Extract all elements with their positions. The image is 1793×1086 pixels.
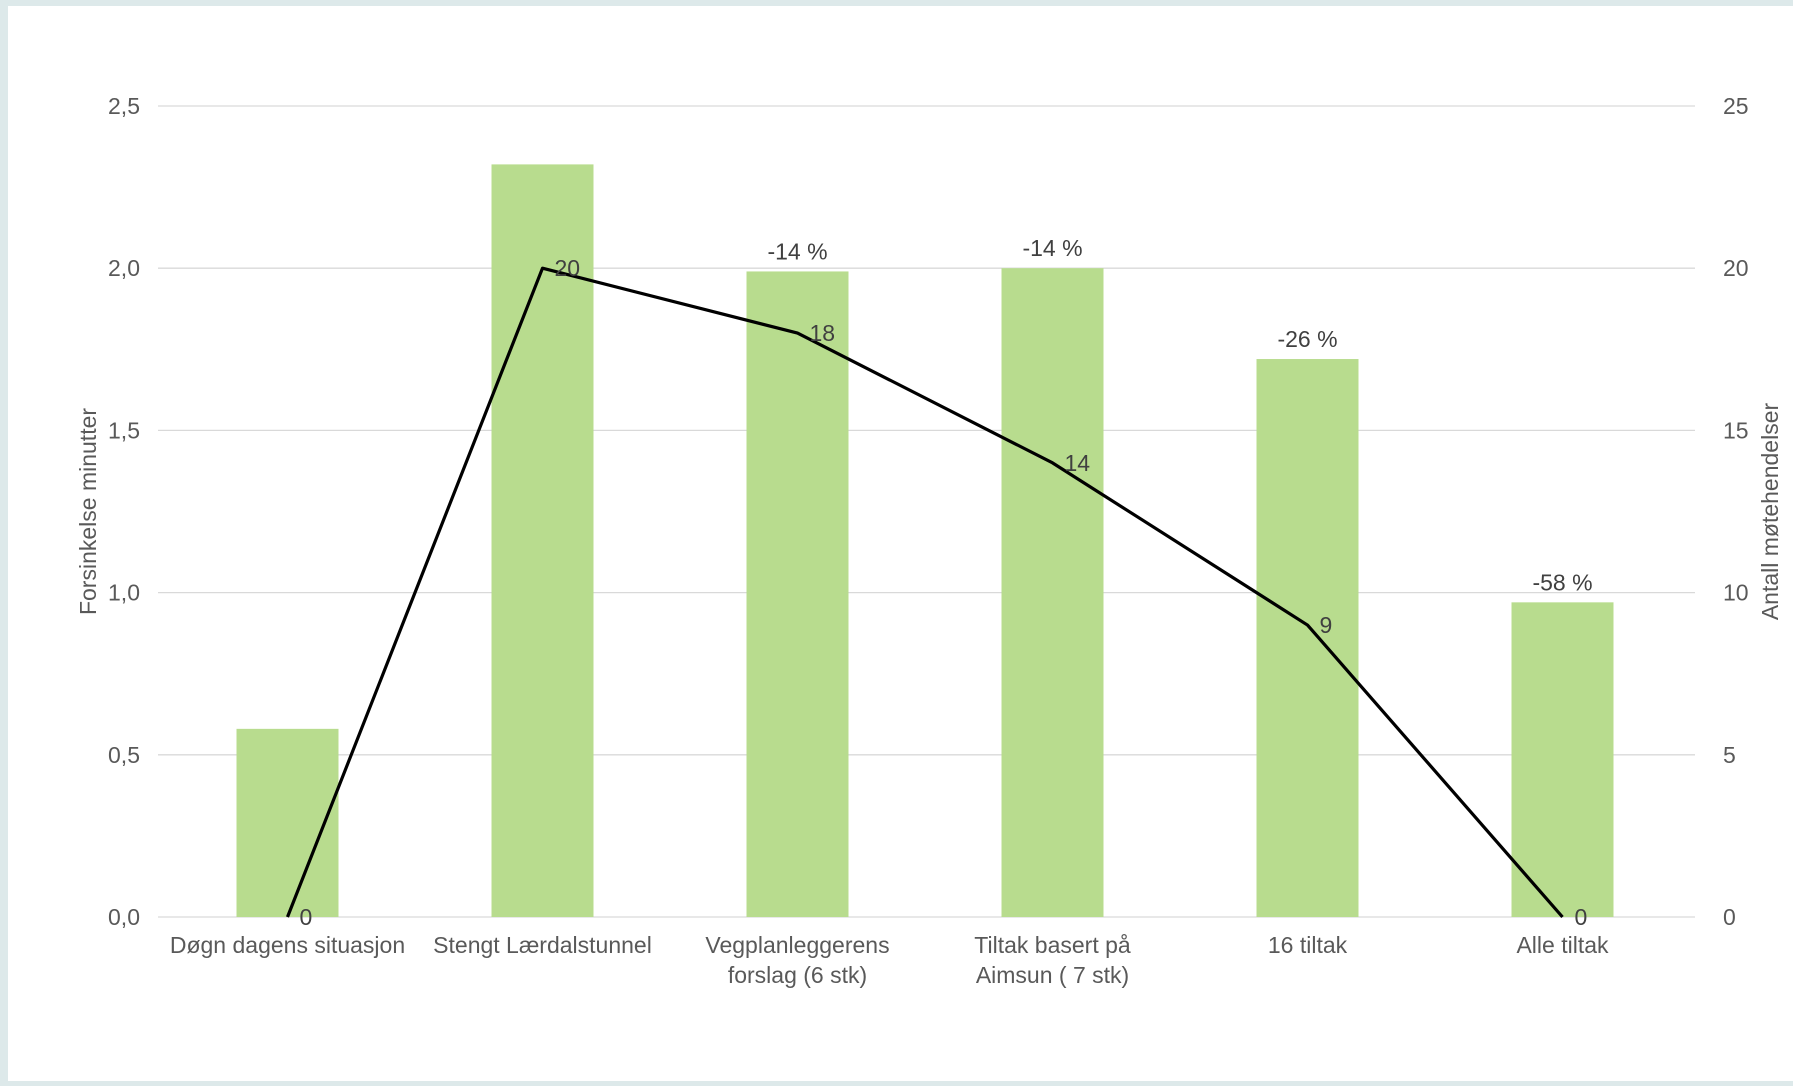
line-data-label: 0	[1575, 904, 1588, 930]
category-label: Stengt Lærdalstunnel	[433, 932, 652, 958]
category-label: Døgn dagens situasjon	[170, 932, 405, 958]
line-series-path	[286, 266, 1564, 919]
gridlines	[158, 105, 1695, 918]
line-data-label: 9	[1320, 612, 1333, 638]
left-tick-label: 1,5	[108, 417, 140, 443]
bar	[746, 271, 849, 918]
right-tick-label: 25	[1723, 93, 1749, 119]
category-label: forslag (6 stk)	[728, 962, 867, 988]
bar	[236, 728, 339, 917]
line-series	[286, 266, 1564, 919]
left-tick-label: 0,5	[108, 742, 140, 768]
line-data-label: 0	[300, 904, 313, 930]
category-label: Vegplanleggerens	[705, 932, 889, 958]
axes: 0,0 0 0,5 5 1,0 10 1,5 15 2,0 20 2,5 25 Forsinkelse …	[75, 93, 1783, 988]
line-data-label: 20	[555, 255, 581, 281]
data-labels: -14 % -14 % -26 % -58 % 0 20 18 14 9 0	[300, 235, 1593, 930]
category-label: Aimsun ( 7 stk)	[976, 962, 1129, 988]
bar-data-label: -14 %	[1022, 235, 1082, 261]
bar	[1511, 602, 1614, 917]
left-tick-label: 0,0	[108, 904, 140, 930]
right-tick-label: 20	[1723, 255, 1749, 281]
category-label: Alle tiltak	[1516, 932, 1609, 958]
combo-chart: 0,0 0 0,5 5 1,0 10 1,5 15 2,0 20 2,5 25 Forsinkelse …	[75, 93, 1783, 988]
bar	[491, 164, 594, 918]
right-tick-label: 10	[1723, 580, 1749, 606]
right-tick-label: 0	[1723, 904, 1736, 930]
left-tick-label: 2,0	[108, 255, 140, 281]
left-tick-label: 1,0	[108, 580, 140, 606]
bar-series	[236, 164, 1614, 918]
right-tick-label: 5	[1723, 742, 1736, 768]
bar	[1001, 268, 1104, 917]
bar-data-label: -26 %	[1277, 326, 1337, 352]
bar-data-label: -58 %	[1532, 569, 1592, 595]
category-label: 16 tiltak	[1268, 932, 1348, 958]
category-label: Tiltak basert på	[974, 932, 1131, 958]
chart-panel: 0,0 0 0,5 5 1,0 10 1,5 15 2,0 20 2,5 25 Forsinkelse …	[8, 6, 1793, 1081]
right-axis-title: Antall møtehendelser	[1757, 402, 1783, 620]
left-axis-title: Forsinkelse minutter	[75, 408, 101, 615]
line-data-label: 14	[1065, 450, 1091, 476]
right-tick-label: 15	[1723, 417, 1749, 443]
bar	[1256, 359, 1359, 918]
bar-data-label: -14 %	[767, 238, 827, 264]
left-tick-label: 2,5	[108, 93, 140, 119]
line-data-label: 18	[810, 320, 836, 346]
